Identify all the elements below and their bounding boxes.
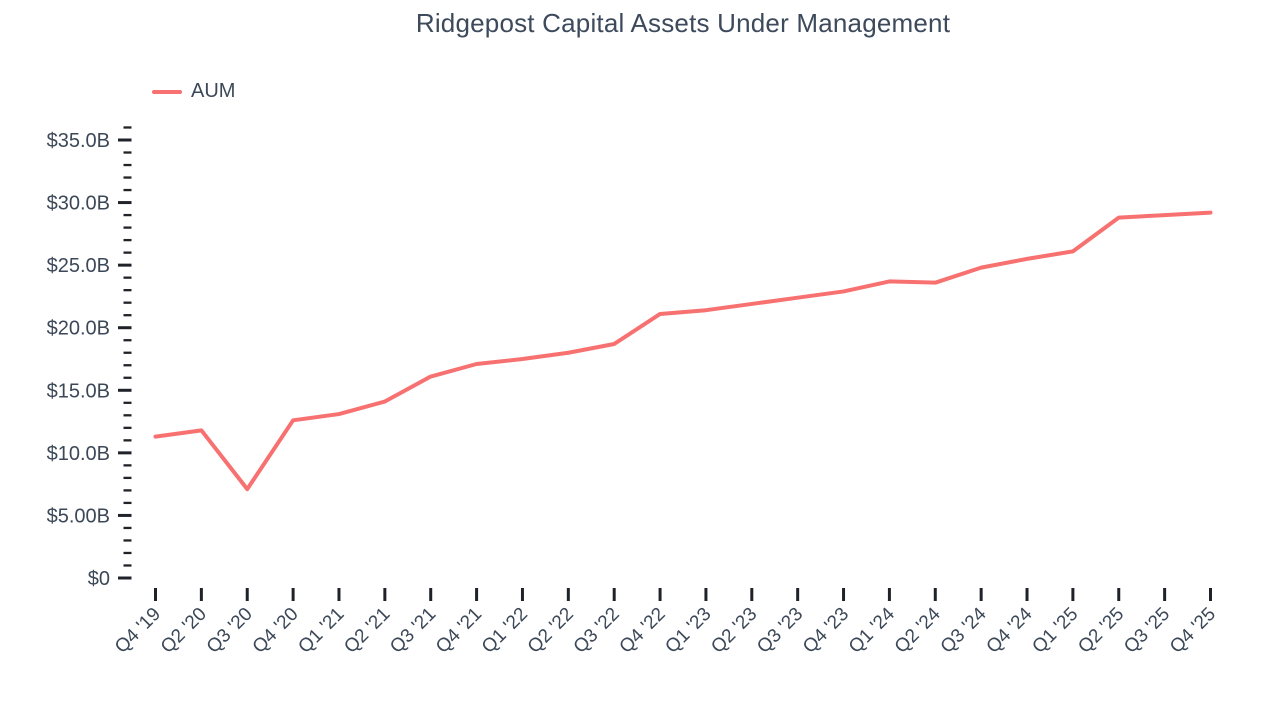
x-tick-label: Q2 '23 — [707, 604, 761, 658]
x-tick-label: Q4 '22 — [616, 604, 670, 658]
x-tick-label: Q4 '23 — [799, 604, 853, 658]
x-tick-label: Q1 '25 — [1028, 604, 1082, 658]
x-tick-label: Q3 '24 — [937, 603, 991, 657]
x-tick-label: Q3 '22 — [570, 604, 624, 658]
y-tick-label: $0 — [88, 568, 110, 590]
x-tick-label: Q4 '24 — [983, 603, 1037, 657]
x-tick-label: Q2 '24 — [891, 603, 945, 657]
y-tick-label: $15.0B — [47, 380, 110, 402]
x-tick-label: Q2 '20 — [157, 604, 211, 658]
y-tick-label: $20.0B — [47, 318, 110, 340]
x-tick-label: Q3 '20 — [203, 604, 257, 658]
x-tick-label: Q3 '21 — [386, 604, 440, 658]
x-tick-label: Q4 '19 — [111, 604, 165, 658]
x-tick-label: Q2 '25 — [1074, 604, 1128, 658]
x-tick-label: Q2 '22 — [524, 604, 578, 658]
x-tick-label: Q2 '21 — [340, 604, 394, 658]
x-tick-label: Q1 '24 — [845, 603, 899, 657]
legend-line-swatch-icon — [152, 89, 182, 94]
legend-label-aum: AUM — [191, 80, 236, 102]
x-tick-label: Q1 '21 — [294, 604, 348, 658]
y-tick-label: $30.0B — [47, 193, 110, 215]
x-tick-label: Q4 '21 — [432, 604, 486, 658]
y-tick-label: $10.0B — [47, 443, 110, 465]
y-tick-label: $35.0B — [47, 130, 110, 152]
y-tick-label: $5.00B — [47, 505, 110, 527]
chart-title: Ridgepost Capital Assets Under Managemen… — [415, 8, 951, 38]
y-tick-label: $25.0B — [47, 255, 110, 277]
aum-line-series[interactable] — [153, 210, 1213, 492]
x-tick-label: Q1 '23 — [661, 604, 715, 658]
legend[interactable]: AUM — [152, 80, 235, 103]
x-tick-label: Q1 '22 — [478, 604, 532, 658]
x-tick-label: Q4 '20 — [249, 604, 303, 658]
x-tick-label: Q3 '23 — [753, 604, 807, 658]
x-tick-label: Q4 '25 — [1166, 604, 1220, 658]
x-tick-label: Q3 '25 — [1120, 604, 1174, 658]
